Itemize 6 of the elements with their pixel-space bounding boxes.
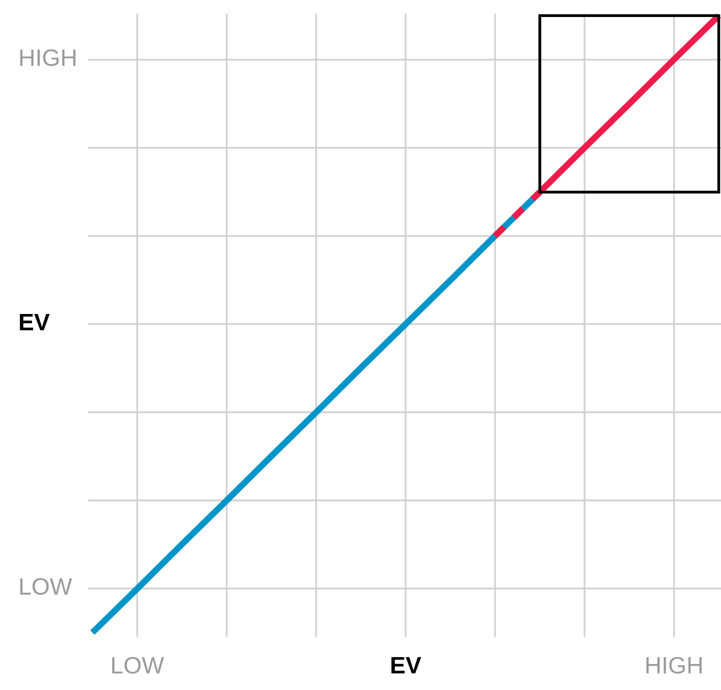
text: HIGH xyxy=(20,49,76,66)
text: EV xyxy=(20,314,50,330)
text: LOW xyxy=(20,578,72,595)
x-tick-label: HIGH xyxy=(646,656,702,674)
x-tick-label: EV xyxy=(391,657,422,674)
x-tick-label: LOW xyxy=(112,656,164,674)
